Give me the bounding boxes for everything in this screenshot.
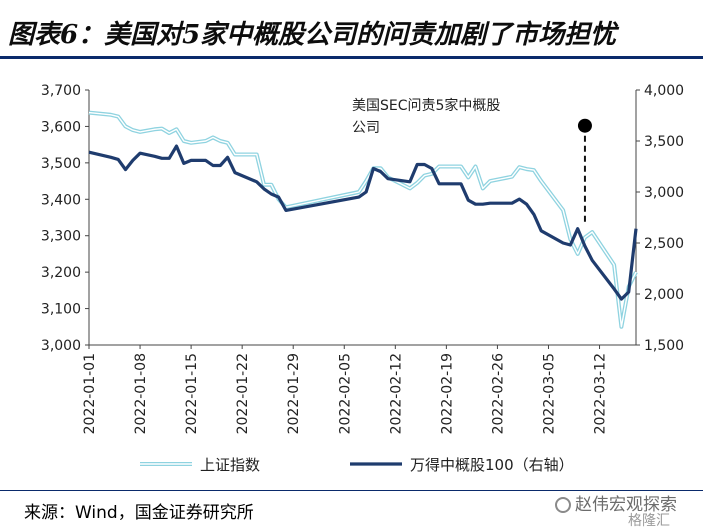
chart-title: 图表6：美国对5家中概股公司的问责加剧了市场担忧 [8, 20, 617, 50]
right-tick-label: 3,000 [644, 185, 684, 201]
x-tick-label: 2022-01-15 [184, 353, 200, 434]
x-tick-label: 2022-02-26 [490, 353, 506, 434]
left-tick-label: 3,600 [41, 119, 81, 135]
annotation-line: 美国SEC问责5家中概股 [352, 97, 500, 114]
x-tick-label: 2022-02-05 [337, 353, 353, 434]
series-china-concept-100 [88, 144, 638, 301]
left-tick-label: 3,200 [41, 265, 81, 281]
right-tick-label: 3,500 [644, 134, 684, 150]
source-note: 来源：Wind，国金证券研究所 [24, 503, 254, 523]
right-tick-label: 4,000 [644, 83, 684, 99]
series-layer [88, 110, 638, 329]
x-tick-label: 2022-02-12 [388, 353, 404, 434]
chart: 3,000 3,100 3,200 3,300 3,400 3,500 3,600 3,700… [41, 83, 684, 474]
x-tick-label: 2022-03-12 [593, 353, 609, 434]
title-bar: 图表6：美国对5家中概股公司的问责加剧了市场担忧 [0, 0, 703, 59]
axes: 3,000 3,100 3,200 3,300 3,400 3,500 3,600 3,700… [41, 83, 684, 434]
left-tick-label: 3,500 [41, 156, 81, 172]
x-tick-label: 2022-01-08 [133, 353, 149, 434]
legend: 上证指数 万得中概股100（右轴） [140, 456, 574, 474]
x-tick-label: 2022-01-01 [82, 353, 98, 434]
series-shanghai-index-inner [88, 111, 637, 328]
x-tick-label: 2022-01-22 [235, 353, 251, 434]
title-rule [0, 56, 703, 59]
left-tick-label: 3,100 [41, 302, 81, 318]
right-tick-label: 2,000 [644, 287, 684, 303]
source-rule [0, 490, 703, 491]
legend-label-shanghai: 上证指数 [200, 456, 260, 474]
left-tick-label: 3,000 [41, 338, 81, 354]
watermark-secondary: 格隆汇 [628, 513, 670, 529]
x-tick-label: 2022-01-29 [286, 353, 302, 434]
left-tick-label: 3,400 [41, 192, 81, 208]
right-tick-label: 1,500 [644, 338, 684, 354]
right-tick-label: 2,500 [644, 236, 684, 252]
series-shanghai-index-outline [88, 110, 638, 329]
watermark-text: 赵伟宏观探索 [575, 495, 677, 515]
annotation: 美国SEC问责5家中概股公司 [352, 97, 592, 223]
x-tick-label: 2022-03-05 [541, 353, 557, 434]
left-tick-label: 3,300 [41, 229, 81, 245]
x-tick-label: 2022-02-19 [439, 353, 455, 434]
annotation-line: 公司 [352, 120, 380, 136]
legend-label-china-concept: 万得中概股100（右轴） [410, 456, 574, 474]
annotation-text: 美国SEC问责5家中概股公司 [352, 97, 500, 136]
left-tick-label: 3,700 [41, 83, 81, 99]
watermark: 赵伟宏观探索 [555, 490, 677, 515]
annotation-marker [577, 118, 592, 133]
wechat-icon [555, 497, 571, 513]
